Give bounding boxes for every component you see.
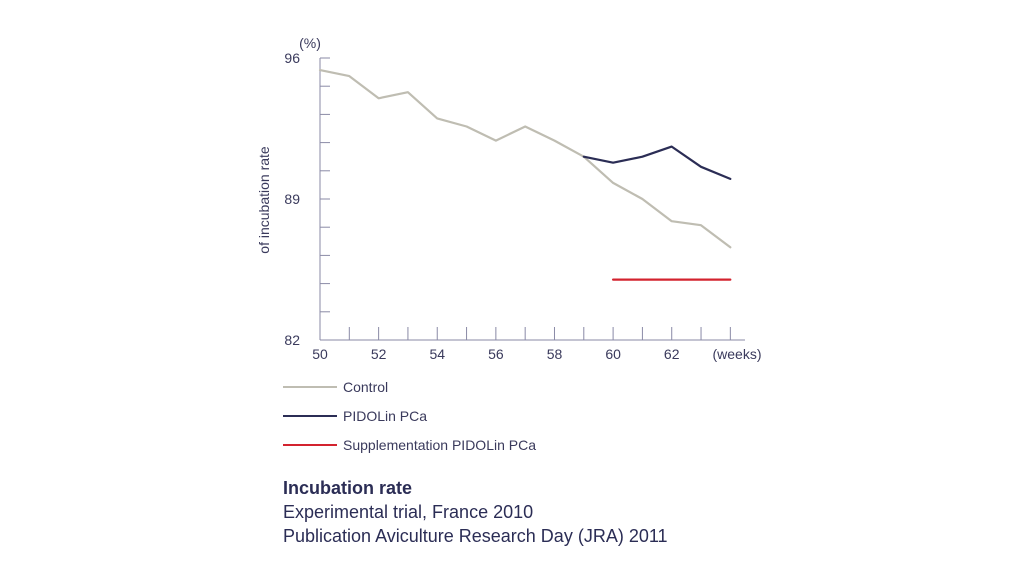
chart-labels: 82 89 96 50 52 54 56 58 60 62 (%) (weeks) of incubat… — [256, 35, 762, 362]
legend-swatch-control — [283, 385, 337, 388]
x-tick-label: 58 — [547, 346, 563, 362]
y-tick-label: 96 — [284, 50, 300, 66]
chart-legend: Control PIDOLin PCa Supplementation PIDO… — [283, 372, 536, 459]
series-line-1 — [582, 145, 732, 180]
chart-caption: Incubation rate Experimental trial, Fran… — [283, 476, 668, 548]
y-unit-label: (%) — [299, 35, 321, 51]
legend-item-supplementation: Supplementation PIDOLin PCa — [283, 430, 536, 459]
legend-item-control: Control — [283, 372, 536, 401]
chart-series — [318, 69, 732, 281]
x-tick-label: 50 — [312, 346, 328, 362]
x-unit-label: (weeks) — [712, 346, 761, 362]
legend-item-pidolin: PIDOLin PCa — [283, 401, 536, 430]
y-tick-label: 82 — [284, 332, 300, 348]
legend-swatch-pidolin — [283, 414, 337, 417]
x-tick-label: 52 — [371, 346, 387, 362]
legend-label-supplementation: Supplementation PIDOLin PCa — [343, 436, 536, 453]
caption-line-1: Experimental trial, France 2010 — [283, 502, 534, 522]
caption-line-2: Publication Aviculture Research Day (JRA… — [283, 526, 668, 546]
line-chart: 82 89 96 50 52 54 56 58 60 62 (%) (weeks) of incubat… — [256, 35, 762, 362]
legend-label-control: Control — [343, 378, 389, 395]
chart-axes — [319, 57, 745, 341]
caption-title: Incubation rate — [283, 478, 413, 498]
x-tick-label: 54 — [429, 346, 445, 362]
y-tick-label: 89 — [284, 191, 300, 207]
x-tick-label: 60 — [605, 346, 621, 362]
x-tick-label: 62 — [664, 346, 680, 362]
series-line-0 — [318, 69, 732, 249]
y-axis-label: of incubation rate — [256, 146, 272, 254]
legend-label-pidolin: PIDOLin PCa — [343, 407, 428, 424]
legend-swatch-supplementation — [283, 443, 337, 446]
x-tick-label: 56 — [488, 346, 504, 362]
